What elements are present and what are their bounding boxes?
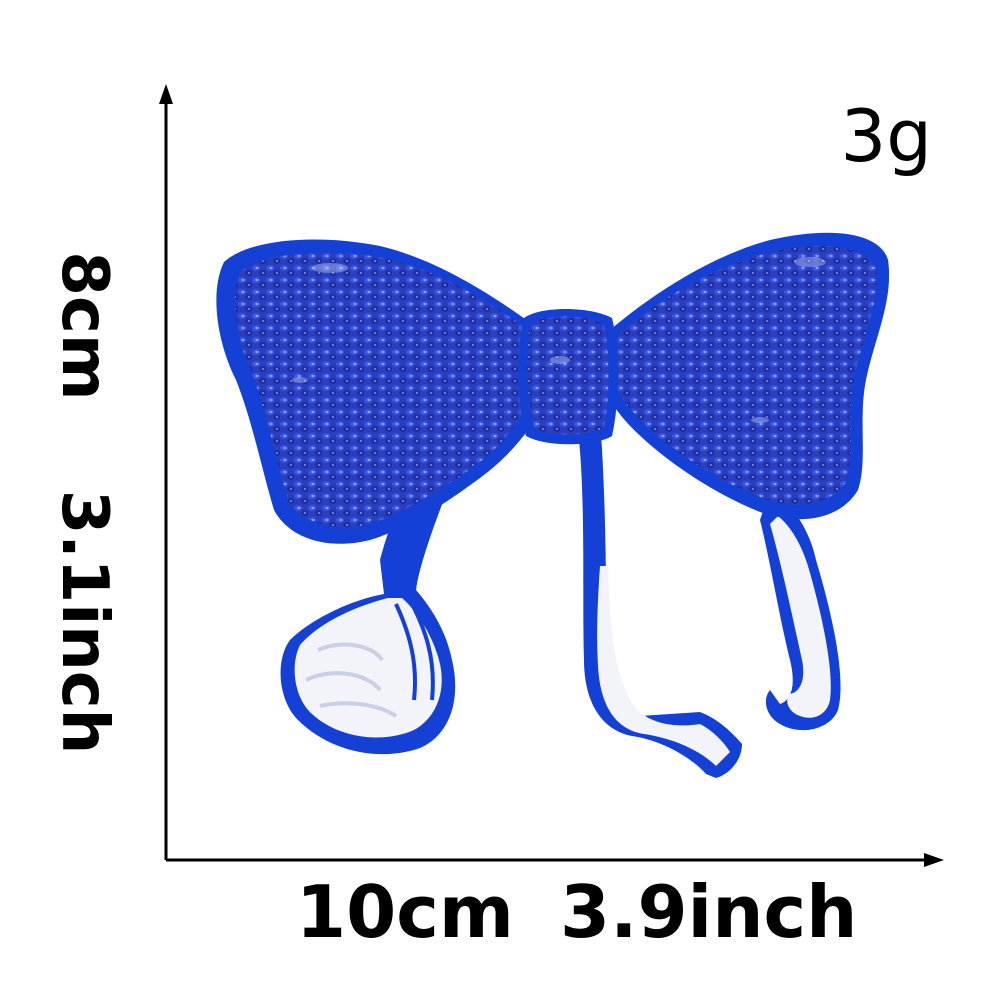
dimension-axes (159, 84, 944, 867)
width-cm-label: 10cm (296, 870, 514, 954)
arrow-up-icon (159, 84, 173, 104)
height-cm-label: 8cm (47, 251, 121, 401)
arrow-right-icon (924, 853, 944, 867)
weight-label: 3g (840, 94, 932, 178)
width-inch-label: 3.9inch (560, 870, 858, 954)
bow-patch (216, 232, 890, 778)
height-inch-label: 3.1inch (47, 489, 121, 755)
